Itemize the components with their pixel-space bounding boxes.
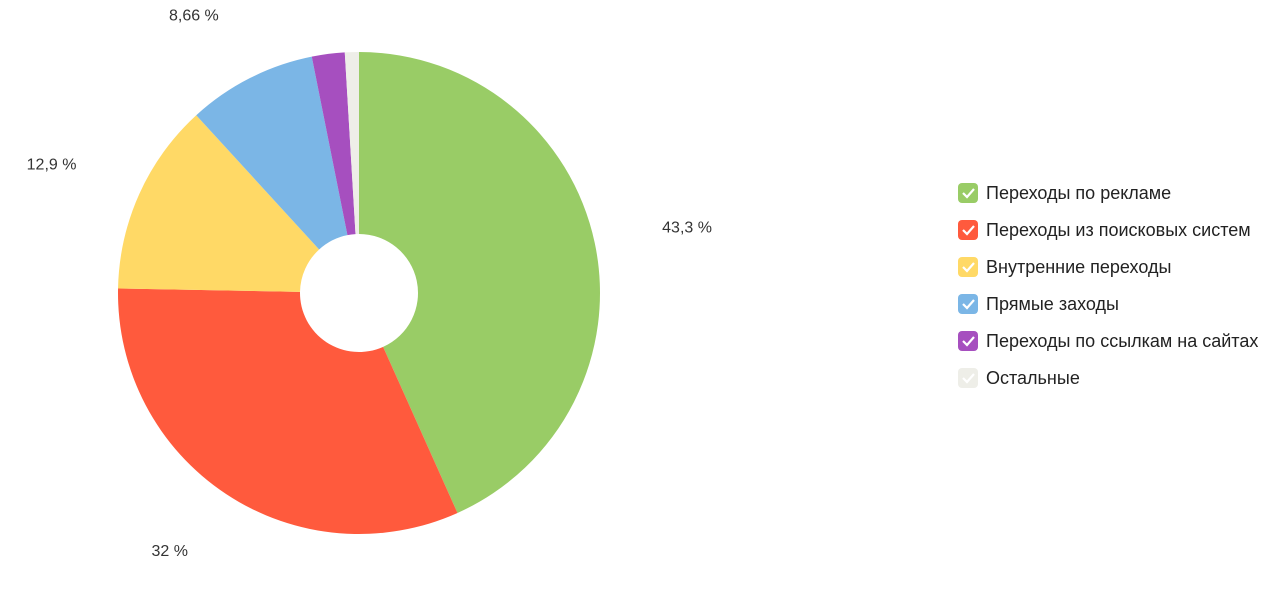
slice	[311, 52, 356, 236]
legend-check[interactable]	[962, 373, 975, 384]
legend-label[interactable]: Переходы по ссылкам на сайтах	[986, 331, 1258, 351]
legend-swatch[interactable]	[958, 368, 978, 388]
legend-swatch[interactable]	[958, 220, 978, 240]
legend-label[interactable]: Внутренние переходы	[986, 257, 1171, 277]
legend-label[interactable]: Переходы по рекламе	[986, 183, 1171, 203]
legend-swatch[interactable]	[958, 257, 978, 277]
value-label: 43,3 %	[662, 219, 712, 236]
legend-check[interactable]	[962, 262, 975, 273]
legend-swatch[interactable]	[958, 294, 978, 314]
legend-check[interactable]	[962, 299, 975, 310]
slice	[118, 115, 320, 292]
slice	[117, 288, 458, 535]
value-label: 12,9 %	[27, 157, 77, 174]
legend-swatch[interactable]	[958, 331, 978, 351]
value-label: 8,66 %	[169, 8, 219, 25]
legend-check[interactable]	[962, 188, 975, 199]
legend-check[interactable]	[962, 225, 975, 236]
legend-label[interactable]: Прямые заходы	[986, 294, 1119, 314]
slice	[359, 52, 601, 513]
legend-label[interactable]: Переходы из поисковых систем	[986, 220, 1251, 240]
value-label: 32 %	[152, 543, 188, 560]
slice	[196, 56, 348, 250]
slice	[344, 52, 359, 235]
legend-label[interactable]: Остальные	[986, 368, 1080, 388]
legend-check[interactable]	[962, 336, 975, 347]
legend-swatch[interactable]	[958, 183, 978, 203]
